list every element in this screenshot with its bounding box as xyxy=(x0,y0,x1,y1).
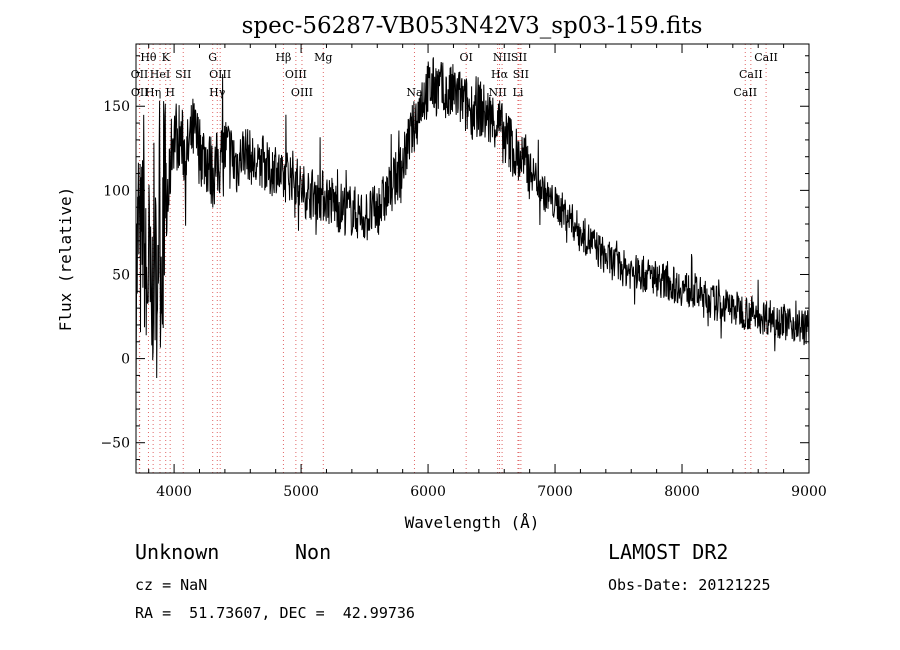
subclass-label: Non xyxy=(295,540,332,564)
x-tick-label: 8000 xyxy=(664,484,700,500)
line-label-6: NII xyxy=(493,51,511,64)
line-label-9: OII xyxy=(131,68,149,81)
line-label-10: HeI xyxy=(150,68,170,81)
survey-label: LAMOST DR2 xyxy=(608,540,729,564)
x-axis-label: Wavelength (Å) xyxy=(405,513,540,532)
line-label-1: K xyxy=(162,51,171,64)
line-label-14: Hα xyxy=(491,68,509,81)
line-label-11: SII xyxy=(175,68,191,81)
line-label-20: Hγ xyxy=(209,86,226,99)
x-tick-label: 6000 xyxy=(410,484,446,500)
y-tick-label: 0 xyxy=(121,352,130,368)
obs-date-text: Obs-Date: 20121225 xyxy=(608,576,771,594)
x-tick-label: 5000 xyxy=(283,484,319,500)
line-label-5: OI xyxy=(459,51,472,64)
line-label-25: CaII xyxy=(733,86,757,99)
line-label-12: OIII xyxy=(209,68,231,81)
classification-label: Unknown xyxy=(135,540,220,564)
line-label-17: OII xyxy=(131,86,149,99)
line-label-19: H xyxy=(165,86,175,99)
plot-frame xyxy=(135,43,810,474)
coordinates-text: RA = 51.73607, DEC = 42.99736 xyxy=(135,604,415,622)
y-axis: −50 0 50 100 150 xyxy=(100,55,809,461)
y-tick-label: 100 xyxy=(103,183,130,199)
y-axis-label: Flux (relative) xyxy=(56,187,75,332)
line-label-2: G xyxy=(208,51,217,64)
line-label-23: NII xyxy=(488,86,506,99)
line-label-18: Hη xyxy=(145,86,161,99)
x-tick-label: 7000 xyxy=(537,484,573,500)
line-label-8: CaII xyxy=(754,51,778,64)
line-label-22: Na xyxy=(406,86,423,99)
x-tick-label: 4000 xyxy=(156,484,192,500)
spectrum-series-line xyxy=(135,57,810,393)
line-label-3: Hβ xyxy=(275,51,291,64)
line-label-16: CaII xyxy=(739,68,763,81)
line-label-0: Hθ xyxy=(140,51,157,64)
line-label-24: Li xyxy=(513,86,524,99)
x-tick-label: 9000 xyxy=(791,484,827,500)
line-label-7: SII xyxy=(511,51,527,64)
x-axis: 4000 5000 6000 7000 8000 9000 xyxy=(148,44,827,500)
y-tick-label: 50 xyxy=(112,267,130,283)
y-tick-label: −50 xyxy=(100,436,130,452)
chart-title: spec-56287-VB053N42V3_sp03-159.fits xyxy=(242,13,703,39)
line-label-15: SII xyxy=(513,68,529,81)
y-tick-label: 150 xyxy=(103,99,130,115)
line-label-21: OIII xyxy=(291,86,313,99)
line-label-13: OIII xyxy=(285,68,307,81)
redshift-text: cz = NaN xyxy=(135,576,208,594)
line-label-4: Mg xyxy=(314,51,332,64)
